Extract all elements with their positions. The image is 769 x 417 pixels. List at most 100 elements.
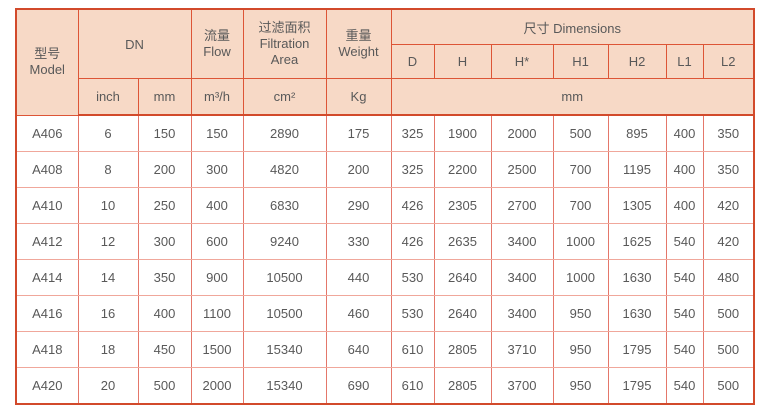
table-row: A412 12 300 600 9240 330 426 2635 3400 1000 1625 54… [15, 223, 755, 260]
unit-mm: mm [137, 78, 192, 116]
cell-dim-h: 2200 [433, 151, 492, 188]
cell-flow-m3h: 1500 [190, 331, 244, 368]
header-dim-h1: H1 [552, 44, 609, 79]
cell-flow-m3h: 400 [190, 187, 244, 224]
cell-model: A414 [15, 259, 79, 296]
cell-dim-h1: 950 [552, 331, 609, 368]
cell-dim-h1: 950 [552, 295, 609, 332]
cell-dim-h2: 1630 [607, 259, 667, 296]
cell-dim-h-star: 3710 [490, 331, 554, 368]
cell-dim-d: 530 [390, 259, 435, 296]
cell-dim-h: 2805 [433, 367, 492, 405]
cell-dim-l2: 420 [702, 187, 755, 224]
header-row-main: 型号 Model DN 流量 Flow 过滤面积 Filtration Area… [15, 8, 755, 116]
cell-model: A406 [15, 114, 79, 152]
cell-flow-m3h: 1100 [190, 295, 244, 332]
table-row: A406 6 150 150 2890 175 325 1900 2000 500 895 400 35… [15, 114, 755, 152]
cell-dim-h: 2305 [433, 187, 492, 224]
header-weight-en: Weight [338, 44, 379, 59]
cell-filtration-area-cm2: 9240 [242, 223, 327, 260]
table-row: A410 10 250 400 6830 290 426 2305 2700 700 1305 400… [15, 187, 755, 224]
cell-dn-mm: 200 [137, 151, 192, 188]
cell-weight-kg: 330 [325, 223, 392, 260]
cell-dim-h1: 500 [552, 114, 609, 152]
cell-dn-inch: 18 [77, 331, 139, 368]
cell-dim-h2: 1195 [607, 151, 667, 188]
cell-dim-h2: 1795 [607, 331, 667, 368]
header-filtration-en: Filtration Area [259, 35, 310, 68]
unit-weight: Kg [325, 78, 392, 116]
cell-dn-inch: 20 [77, 367, 139, 405]
cell-dim-h2: 1630 [607, 295, 667, 332]
cell-dim-h1: 1000 [552, 223, 609, 260]
unit-inch: inch [77, 78, 139, 116]
cell-dim-h2: 1625 [607, 223, 667, 260]
cell-dim-h1: 1000 [552, 259, 609, 296]
header-row-units: inch mm m³/h cm² Kg mm [16, 78, 755, 116]
cell-dim-d: 426 [390, 187, 435, 224]
cell-dn-mm: 350 [137, 259, 192, 296]
cell-dim-h1: 950 [552, 367, 609, 405]
cell-dn-inch: 6 [77, 114, 139, 152]
unit-flow: m³/h [190, 78, 244, 116]
cell-dim-h-star: 3400 [490, 223, 554, 260]
table-row: A416 16 400 1100 10500 460 530 2640 3400 950 1630 5… [15, 295, 755, 332]
cell-model: A408 [15, 151, 79, 188]
table-row: A420 20 500 2000 15340 690 610 2805 3700 950 1795 5… [15, 367, 755, 405]
cell-dn-mm: 150 [137, 114, 192, 152]
cell-filtration-area-cm2: 10500 [242, 295, 327, 332]
table-header: 型号 Model DN 流量 Flow 过滤面积 Filtration Area… [15, 8, 755, 116]
header-dimensions: 尺寸 Dimensions [390, 8, 755, 45]
cell-dim-l1: 540 [665, 223, 704, 260]
cell-dim-h2: 1305 [607, 187, 667, 224]
header-dim-h2: H2 [607, 44, 667, 79]
cell-dim-h: 2640 [433, 295, 492, 332]
header-flow-en: Flow [203, 44, 231, 59]
cell-dim-l2: 350 [702, 114, 755, 152]
cell-weight-kg: 690 [325, 367, 392, 405]
cell-dim-d: 426 [390, 223, 435, 260]
cell-dim-d: 610 [390, 367, 435, 405]
cell-dim-h-star: 3400 [490, 295, 554, 332]
cell-dim-h: 1900 [433, 114, 492, 152]
cell-weight-kg: 200 [325, 151, 392, 188]
header-dn: DN [77, 8, 192, 79]
cell-dn-mm: 450 [137, 331, 192, 368]
cell-dim-l1: 400 [665, 187, 704, 224]
spec-table: 型号 Model DN 流量 Flow 过滤面积 Filtration Area… [15, 8, 755, 405]
cell-filtration-area-cm2: 15340 [242, 331, 327, 368]
cell-dim-l1: 540 [665, 259, 704, 296]
header-flow-zh: 流量 [203, 27, 230, 43]
cell-dim-h-star: 3400 [490, 259, 554, 296]
cell-dim-l1: 400 [665, 151, 704, 188]
cell-flow-m3h: 150 [190, 114, 244, 152]
cell-dim-l2: 500 [702, 295, 755, 332]
header-weight-zh: 重量 [345, 27, 372, 43]
cell-weight-kg: 460 [325, 295, 392, 332]
cell-dim-h: 2805 [433, 331, 492, 368]
header-filtration-area: 过滤面积 Filtration Area [242, 8, 327, 79]
cell-dn-mm: 400 [137, 295, 192, 332]
cell-dim-l2: 480 [702, 259, 755, 296]
cell-dim-h-star: 3700 [490, 367, 554, 405]
cell-dim-l2: 500 [702, 331, 755, 368]
header-dim-l1: L1 [665, 44, 704, 79]
cell-dim-h: 2635 [433, 223, 492, 260]
cell-dim-h: 2640 [433, 259, 492, 296]
cell-filtration-area-cm2: 2890 [242, 114, 327, 152]
table-row: A414 14 350 900 10500 440 530 2640 3400 1000 1630 5… [15, 259, 755, 296]
cell-flow-m3h: 600 [190, 223, 244, 260]
cell-dn-mm: 250 [137, 187, 192, 224]
cell-filtration-area-cm2: 4820 [242, 151, 327, 188]
cell-dim-l1: 540 [665, 295, 704, 332]
cell-dim-h1: 700 [552, 187, 609, 224]
cell-dn-inch: 16 [77, 295, 139, 332]
header-model: 型号 Model [15, 8, 79, 116]
unit-area: cm² [242, 78, 327, 116]
header-dim-d: D [390, 44, 435, 79]
cell-dn-inch: 14 [77, 259, 139, 296]
table-row: A408 8 200 300 4820 200 325 2200 2500 700 1195 400 3… [15, 151, 755, 188]
cell-flow-m3h: 300 [190, 151, 244, 188]
cell-filtration-area-cm2: 6830 [242, 187, 327, 224]
cell-dn-mm: 300 [137, 223, 192, 260]
